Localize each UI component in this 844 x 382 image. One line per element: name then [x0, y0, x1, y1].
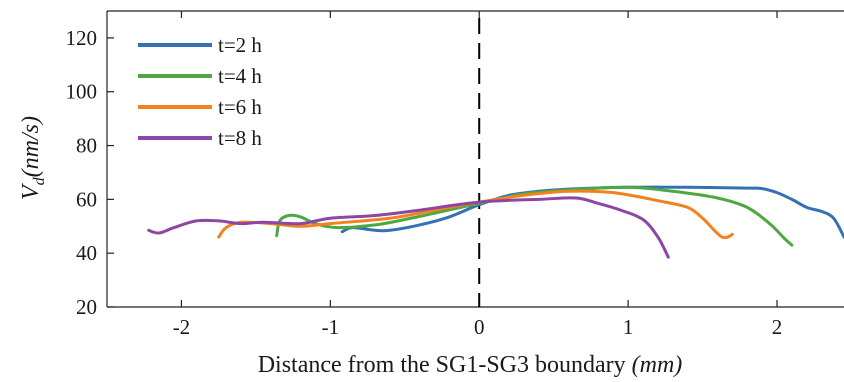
x-axis-title: Distance from the SG1-SG3 boundary (mm) [258, 352, 683, 378]
y-tick-label: 80 [76, 134, 97, 158]
y-axis-title-subscript: d [31, 176, 48, 185]
y-axis-title: Vd(nm/s) [18, 116, 48, 200]
legend-label-2: t=4 h [218, 64, 262, 88]
y-tick-label: 40 [76, 241, 97, 265]
legend-label-3: t=6 h [218, 95, 262, 119]
x-tick-labels: -2 -1 0 1 2 [173, 315, 783, 339]
y-axis-title-unit: (nm/s) [18, 116, 44, 177]
x-axis-title-unit: (mm) [632, 352, 683, 378]
legend-label-1: t=2 h [218, 33, 262, 57]
series-line-4 [147, 196, 670, 259]
y-tick-label: 60 [76, 187, 97, 211]
axes-layer [106, 10, 844, 308]
y-tick-label: 100 [66, 80, 98, 104]
series-layer [147, 185, 844, 259]
y-tick-label: 20 [76, 295, 97, 319]
x-tick-label: 2 [772, 315, 783, 339]
x-tick-label: -1 [322, 315, 340, 339]
legend-label-4: t=8 h [218, 126, 262, 150]
y-tick-label: 120 [66, 26, 98, 50]
x-tick-label: 0 [474, 315, 485, 339]
x-tick-label: 1 [623, 315, 634, 339]
y-tick-labels: 20 40 60 80 100 120 [66, 26, 98, 319]
x-tick-label: -2 [173, 315, 191, 339]
x-axis-title-text: Distance from the SG1-SG3 boundary [258, 352, 632, 378]
legend: t=2 h t=4 h t=6 h t=8 h [138, 33, 262, 150]
y-axis-title-symbol: V [18, 183, 44, 200]
